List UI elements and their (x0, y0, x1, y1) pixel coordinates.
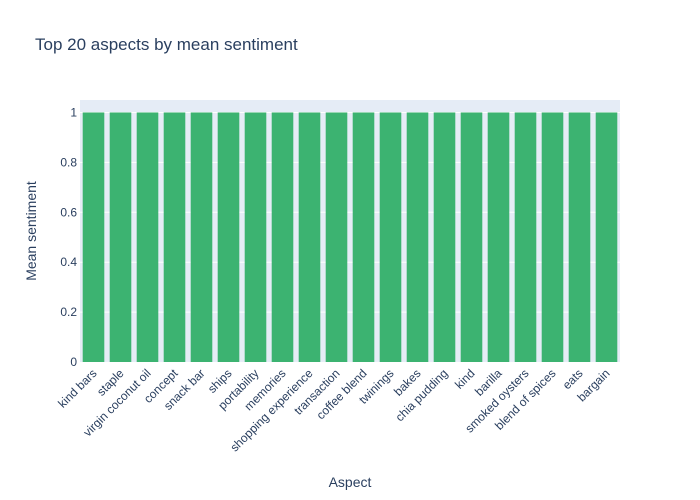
y-tick-label: 0.2 (60, 305, 77, 319)
bar[interactable] (271, 112, 294, 362)
bar[interactable] (217, 112, 240, 362)
y-axis-ticks: 0 0.2 0.4 0.6 0.8 1 (60, 105, 77, 369)
y-tick-label: 0 (70, 355, 77, 369)
bar[interactable] (487, 112, 510, 362)
bar[interactable] (433, 112, 456, 362)
bar[interactable] (298, 112, 321, 362)
bar[interactable] (568, 112, 591, 362)
bar[interactable] (514, 112, 537, 362)
bar[interactable] (595, 112, 618, 362)
x-tick-label: kind bars (55, 366, 99, 410)
bar[interactable] (136, 112, 159, 362)
bar[interactable] (352, 112, 375, 362)
bars (82, 112, 618, 362)
bar[interactable] (541, 112, 564, 362)
bar[interactable] (82, 112, 105, 362)
bar[interactable] (190, 112, 213, 362)
bar[interactable] (109, 112, 132, 362)
y-tick-label: 0.6 (60, 205, 77, 219)
y-tick-label: 1 (70, 105, 77, 119)
y-tick-label: 0.4 (60, 255, 77, 269)
bar[interactable] (163, 112, 186, 362)
plot-area (80, 100, 620, 362)
y-axis-title: Mean sentiment (23, 181, 39, 281)
bar[interactable] (325, 112, 348, 362)
bar[interactable] (406, 112, 429, 362)
chart-title: Top 20 aspects by mean sentiment (35, 35, 298, 54)
bar[interactable] (460, 112, 483, 362)
x-axis-title: Aspect (329, 474, 372, 490)
y-tick-label: 0.8 (60, 155, 77, 169)
bar[interactable] (244, 112, 267, 362)
bar[interactable] (379, 112, 402, 362)
